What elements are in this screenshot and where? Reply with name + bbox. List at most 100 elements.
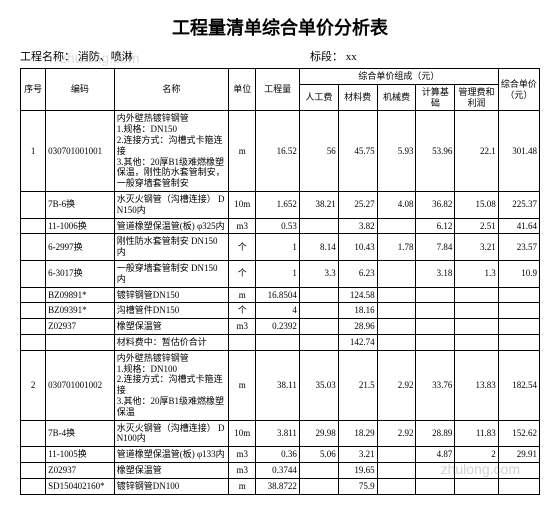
cell-unit: m3 <box>229 447 256 463</box>
cell-calc: 28.89 <box>416 420 455 447</box>
cell-unit <box>229 334 256 350</box>
cell-unit: m3 <box>229 218 256 234</box>
col-calc: 计算基础 <box>416 84 455 111</box>
cell-material: 6.23 <box>338 260 377 287</box>
cell-name: 镀锌钢管DN150 <box>114 287 228 303</box>
cell-total: 23.57 <box>498 234 539 261</box>
cell-total <box>498 478 539 494</box>
cell-machine <box>377 319 416 335</box>
table-row: 1030701001001内外壁热镀锌钢管 1.规格：DN150 2.连接方式：… <box>21 111 540 192</box>
cell-mgmt <box>455 462 498 478</box>
cell-seq <box>21 287 46 303</box>
cell-mgmt <box>455 334 498 350</box>
cell-machine <box>377 218 416 234</box>
cell-code: 7B-4换 <box>46 420 115 447</box>
cell-material: 124.58 <box>338 287 377 303</box>
cell-code: 7B-6换 <box>46 191 115 218</box>
cell-code: Z02937 <box>46 462 115 478</box>
cell-code: 11-1005换 <box>46 447 115 463</box>
cell-labor: 56 <box>299 111 338 192</box>
project-name: 消防、喷淋 <box>78 51 133 63</box>
cell-seq <box>21 234 46 261</box>
cell-calc <box>416 319 455 335</box>
cell-machine: 2.92 <box>377 350 416 420</box>
cell-code: SD150402160* <box>46 478 115 494</box>
table-row: 6-2997换刚性防水套管制安 DN150内个18.1410.431.787.8… <box>21 234 540 261</box>
cell-code: 030701001002 <box>46 350 115 420</box>
table-row: 2030701001002内外壁热镀锌钢管 1.规格：DN100 2.连接方式：… <box>21 350 540 420</box>
cell-labor <box>299 319 338 335</box>
cell-machine <box>377 303 416 319</box>
cell-material: 45.75 <box>338 111 377 192</box>
cell-labor: 5.06 <box>299 447 338 463</box>
cell-qty: 0.3744 <box>256 462 299 478</box>
cell-name: 橡塑保温管 <box>114 462 228 478</box>
cell-unit: 10m <box>229 420 256 447</box>
col-qty: 工程量 <box>256 69 299 111</box>
cell-qty: 4 <box>256 303 299 319</box>
cell-machine <box>377 478 416 494</box>
cell-machine: 1.78 <box>377 234 416 261</box>
cell-labor: 8.14 <box>299 234 338 261</box>
col-total: 综合单价（元） <box>498 69 539 111</box>
cell-material: 142.74 <box>338 334 377 350</box>
cell-seq: 1 <box>21 111 46 192</box>
cell-seq <box>21 303 46 319</box>
table-row: 11-1006换管道橡塑保温管(板) φ325内m30.533.826.122.… <box>21 218 540 234</box>
cell-unit: 10m <box>229 191 256 218</box>
cell-code: 030701001001 <box>46 111 115 192</box>
cell-labor: 3.3 <box>299 260 338 287</box>
cell-mgmt <box>455 303 498 319</box>
cell-unit: m <box>229 287 256 303</box>
page-title: 工程量清单综合单价分析表 <box>20 14 540 40</box>
cell-unit: m <box>229 111 256 192</box>
cell-calc <box>416 478 455 494</box>
cell-total: 29.91 <box>498 447 539 463</box>
cell-qty: 0.36 <box>256 447 299 463</box>
cell-material: 3.82 <box>338 218 377 234</box>
table-row: 7B-6换水灭火钢管（沟槽连接） DN150内10m1.65238.2125.2… <box>21 191 540 218</box>
cell-total: 182.54 <box>498 350 539 420</box>
cell-name: 材料费中：暂估价合计 <box>114 334 228 350</box>
table-row: 11-1005换管道橡塑保温管(板) φ133内m30.365.063.214.… <box>21 447 540 463</box>
cell-unit: m3 <box>229 462 256 478</box>
cell-seq <box>21 478 46 494</box>
cell-seq <box>21 319 46 335</box>
cell-seq <box>21 218 46 234</box>
project-label: 工程名称： <box>20 51 75 63</box>
cell-machine: 4.08 <box>377 191 416 218</box>
cell-total: 225.37 <box>498 191 539 218</box>
cell-seq <box>21 191 46 218</box>
sub-header: 工程名称： 消防、喷淋 标段： xx <box>20 48 540 64</box>
col-seq: 序号 <box>21 69 46 111</box>
col-code: 编码 <box>46 69 115 111</box>
cell-qty: 16.52 <box>256 111 299 192</box>
cell-name: 沟槽管件DN150 <box>114 303 228 319</box>
cell-labor <box>299 462 338 478</box>
table-row: Z02937橡塑保温管m30.239228.96 <box>21 319 540 335</box>
cell-unit: m <box>229 478 256 494</box>
cell-labor <box>299 334 338 350</box>
col-unit: 单位 <box>229 69 256 111</box>
cell-material: 18.29 <box>338 420 377 447</box>
cell-total <box>498 462 539 478</box>
cell-calc <box>416 462 455 478</box>
cell-total <box>498 287 539 303</box>
cell-seq <box>21 420 46 447</box>
cell-seq: 2 <box>21 350 46 420</box>
cell-calc: 6.12 <box>416 218 455 234</box>
col-material: 材料费 <box>338 84 377 111</box>
cell-calc <box>416 303 455 319</box>
col-machine: 机械费 <box>377 84 416 111</box>
cell-labor: 35.03 <box>299 350 338 420</box>
cell-total <box>498 334 539 350</box>
cell-labor <box>299 287 338 303</box>
cell-code: BZ09391* <box>46 303 115 319</box>
cell-labor <box>299 303 338 319</box>
cell-mgmt <box>455 319 498 335</box>
table-row: 7B-4换水灭火钢管（沟槽连接） DN100内10m3.81129.9818.2… <box>21 420 540 447</box>
cell-total <box>498 303 539 319</box>
cell-total: 10.9 <box>498 260 539 287</box>
cell-material: 18.16 <box>338 303 377 319</box>
cell-name: 管道橡塑保温管(板) φ325内 <box>114 218 228 234</box>
